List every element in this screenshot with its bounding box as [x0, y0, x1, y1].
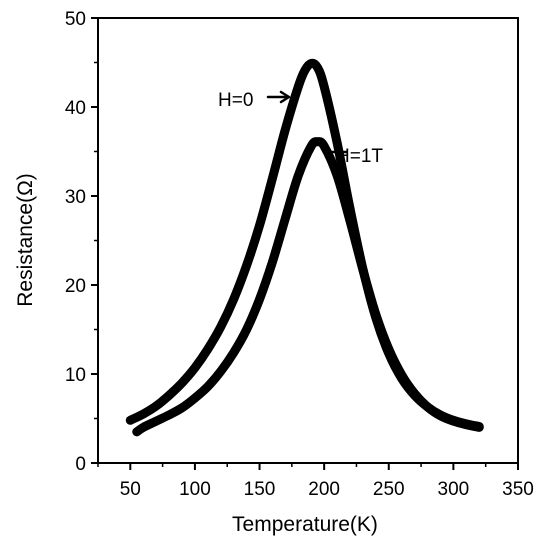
- x-tick-label: 100: [179, 479, 211, 500]
- y-axis-ticks: 0 10 20 30 40 50: [65, 9, 98, 475]
- x-tick-label: 150: [244, 479, 276, 500]
- annotation-h1t-label: H=1T: [336, 146, 383, 167]
- y-tick-label: 20: [65, 276, 86, 297]
- y-axis-title: Resistance(Ω): [14, 173, 37, 307]
- y-tick-label: 0: [75, 454, 86, 475]
- x-tick-label: 250: [373, 479, 405, 500]
- y-tick-label: 50: [65, 9, 86, 30]
- x-tick-label: 50: [120, 479, 141, 500]
- series-layer: [125, 58, 484, 437]
- arrow-right-icon: [266, 90, 291, 104]
- y-tick-label: 10: [65, 365, 86, 386]
- series-line-h0: [125, 58, 484, 432]
- series-line-h1t: [132, 137, 484, 437]
- x-axis-ticks: 50 100 150 200 250 300 350: [97, 463, 534, 500]
- annotation-h0-label: H=0: [218, 90, 253, 111]
- annotation-h0: H=0: [218, 90, 291, 111]
- x-tick-label: 300: [438, 479, 470, 500]
- annotation-h1t: H=1T: [330, 146, 383, 167]
- plot-frame: [97, 17, 519, 464]
- x-tick-label: 350: [502, 479, 534, 500]
- y-tick-label: 30: [65, 187, 86, 208]
- y-tick-label: 40: [65, 98, 86, 119]
- x-axis-title: Temperature(K): [232, 513, 378, 536]
- x-tick-label: 200: [308, 479, 340, 500]
